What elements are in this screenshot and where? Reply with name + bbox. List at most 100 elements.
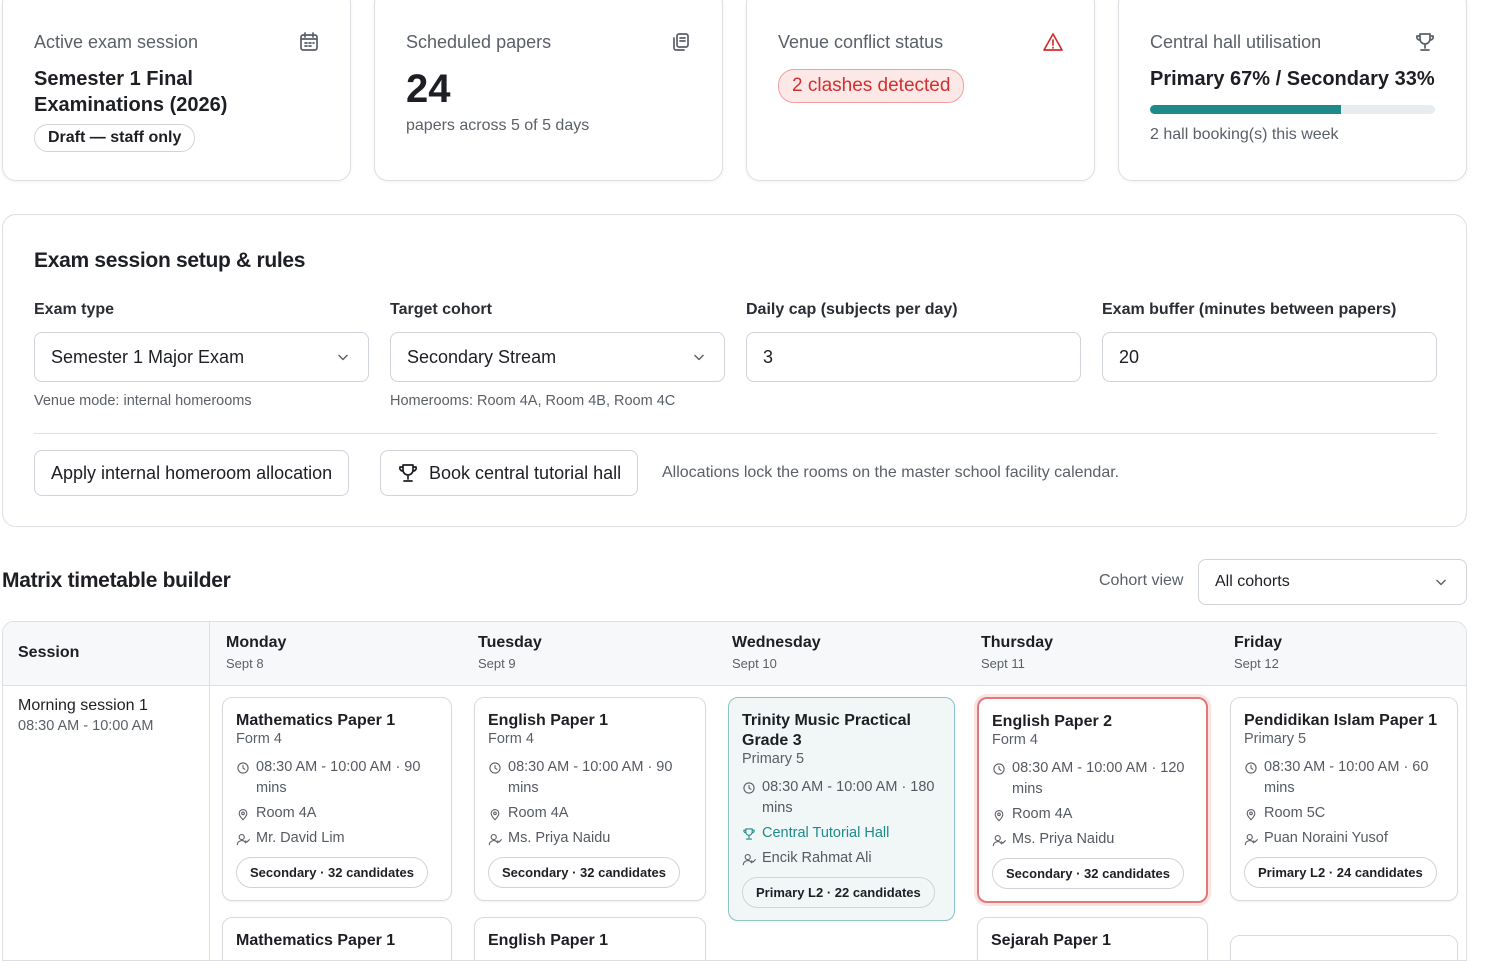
day-date: Sept 9 — [478, 656, 516, 671]
user-icon — [992, 835, 1006, 847]
exam-venue-text: Room 4A — [508, 805, 569, 821]
exam-venue-text: Room 4A — [256, 805, 317, 821]
exam-title: English Paper 1 — [488, 932, 609, 949]
clock-icon — [489, 762, 501, 774]
exam-title: Pendidikan Islam Paper 1 — [1244, 712, 1437, 729]
exam-venue-text: Central Tutorial Hall — [762, 825, 890, 841]
exam-title: Mathematics Paper 1 — [236, 932, 396, 949]
session-header: Morning session 1 08:30 AM - 10:00 AM — [18, 697, 153, 734]
exam-time-text: 08:30 AM - 10:00 AM · 90 mins — [508, 759, 673, 796]
exam-card[interactable]: English Paper 1 Form 4 08:30 AM - 10:00 AM… — [474, 697, 706, 901]
table-header: Session Monday Sept 8 Tuesday Sept 9 Wednesda… — [3, 622, 1466, 686]
exam-venue: Central Tutorial Hall — [742, 823, 941, 844]
button[interactable]: Apply internal homeroom allocation — [34, 450, 350, 496]
stat-value: Semester 1 Final Examinations (2026) — [34, 68, 228, 116]
exam-card[interactable]: Sejarah Paper 1 — [977, 917, 1208, 960]
exam-time: 08:30 AM - 10:00 AM · 90 mins — [236, 757, 438, 799]
exam-invigilator: Mr. David Lim — [236, 828, 438, 849]
exam-time-text: 08:30 AM - 10:00 AM · 90 mins — [256, 759, 421, 796]
day-date: Sept 12 — [1234, 656, 1279, 671]
exam-invigilator-text: Mr. David Lim — [256, 830, 345, 846]
exam-card[interactable]: Mathematics Paper 1 — [222, 917, 452, 960]
exam-card[interactable]: Pendidikan Islam Paper 1 Primary 5 08:30 A… — [1230, 697, 1458, 901]
exam-card[interactable]: Mathematics Paper 1 Form 4 08:30 AM - 10:0… — [222, 697, 452, 901]
button-label: Book central tutorial hall — [429, 462, 622, 483]
corner-label: Session — [18, 644, 80, 661]
exam-time: 08:30 AM - 10:00 AM · 180 mins — [742, 777, 941, 819]
exam-tag: Secondary · 32 candidates — [992, 858, 1185, 889]
session-time: 08:30 AM - 10:00 AM — [18, 718, 154, 734]
exam-tag: Secondary · 32 candidates — [488, 857, 681, 888]
session-name: Morning session 1 — [18, 697, 148, 714]
exam-form: Form 4 — [992, 732, 1038, 748]
field-label: Exam type — [34, 301, 115, 318]
exam-title: English Paper 2 — [992, 713, 1113, 730]
progress-fill — [1150, 105, 1341, 114]
button-label: Apply internal homeroom allocation — [51, 462, 333, 483]
exam-invigilator: Puan Noraini Yusof — [1244, 828, 1444, 849]
clock-icon — [993, 763, 1005, 775]
chev-icon — [338, 354, 348, 361]
exam-title: Mathematics Paper 1 — [236, 712, 396, 729]
field-value: 3 — [763, 346, 774, 367]
stat-value: 24 — [406, 67, 451, 111]
day-header: Wednesday Sept 10 — [732, 634, 821, 671]
exam-venue-text: Room 4A — [1012, 806, 1073, 822]
select[interactable]: Semester 1 Major Exam — [34, 332, 369, 382]
user-icon — [1244, 834, 1258, 846]
matrix-title: Matrix timetable builder — [2, 569, 231, 592]
input[interactable]: 3 — [746, 332, 1081, 382]
day-name: Wednesday — [732, 634, 821, 651]
field-help: Venue mode: internal homerooms — [34, 393, 252, 409]
exam-tag: Secondary · 32 candidates — [236, 857, 429, 888]
trophy-icon — [1415, 33, 1435, 51]
exam-card[interactable]: English Paper 2 Form 4 08:30 AM - 10:00 AM… — [977, 697, 1208, 903]
day-name: Friday — [1234, 634, 1283, 651]
input[interactable]: 20 — [1102, 332, 1437, 382]
exam-card[interactable]: Trinity Music Practical Grade 3 Primary 5… — [728, 697, 955, 921]
clock-icon — [1245, 762, 1257, 774]
user-icon — [742, 854, 756, 866]
exam-card[interactable]: English Paper 1 — [474, 917, 706, 960]
day-name: Thursday — [981, 634, 1054, 651]
stat-badge: 2 clashes detected — [778, 69, 965, 103]
user-icon — [488, 834, 502, 846]
column-divider — [209, 622, 210, 960]
exam-invigilator-text: Ms. Priya Naidu — [1012, 831, 1115, 847]
trophy-icon — [743, 828, 755, 840]
exam-invigilator-text: Puan Noraini Yusof — [1264, 830, 1388, 846]
exam-time: 08:30 AM - 10:00 AM · 60 mins — [1244, 757, 1444, 799]
select[interactable]: All cohorts — [1198, 559, 1467, 605]
stat-label: Scheduled papers — [406, 32, 552, 52]
field-label: Exam buffer (minutes between papers) — [1102, 301, 1397, 318]
day-header: Tuesday Sept 9 — [478, 634, 542, 671]
day-name: Tuesday — [478, 634, 542, 651]
day-date: Sept 11 — [981, 656, 1025, 671]
button[interactable]: Book central tutorial hall — [380, 450, 639, 496]
stat-note: papers across 5 of 5 days — [406, 117, 590, 134]
stat-note: 2 hall booking(s) this week — [1150, 126, 1339, 143]
clock-icon — [743, 782, 755, 794]
stat-label: Central hall utilisation — [1150, 32, 1322, 52]
setup-title: Exam session setup & rules — [34, 249, 306, 272]
field-value: Secondary Stream — [407, 346, 557, 367]
select[interactable]: Secondary Stream — [390, 332, 725, 382]
stat-card: Active exam session Semester 1 Final Exam… — [2, 0, 351, 181]
exam-card — [1230, 935, 1458, 960]
divider — [34, 433, 1437, 434]
exam-venue: Room 5C — [1244, 803, 1444, 824]
warn-icon — [1043, 33, 1063, 51]
exam-invigilator-text: Ms. Priya Naidu — [508, 830, 611, 846]
day-header: Friday Sept 12 — [1234, 634, 1282, 671]
exam-title: English Paper 1 — [488, 712, 609, 729]
field-label: Target cohort — [390, 301, 492, 318]
stat-badge: Draft — staff only — [34, 124, 196, 152]
stat-label: Active exam session — [34, 32, 199, 52]
exam-time-text: 08:30 AM - 10:00 AM · 60 mins — [1264, 759, 1429, 796]
stat-label: Venue conflict status — [778, 32, 944, 52]
timetable: Session Monday Sept 8 Tuesday Sept 9 Wednesda… — [2, 621, 1467, 961]
pin-icon — [490, 809, 500, 821]
exam-title: Trinity Music Practical Grade 3 — [742, 712, 911, 749]
day-header: Monday Sept 8 — [226, 634, 286, 671]
cal-icon — [300, 32, 318, 51]
